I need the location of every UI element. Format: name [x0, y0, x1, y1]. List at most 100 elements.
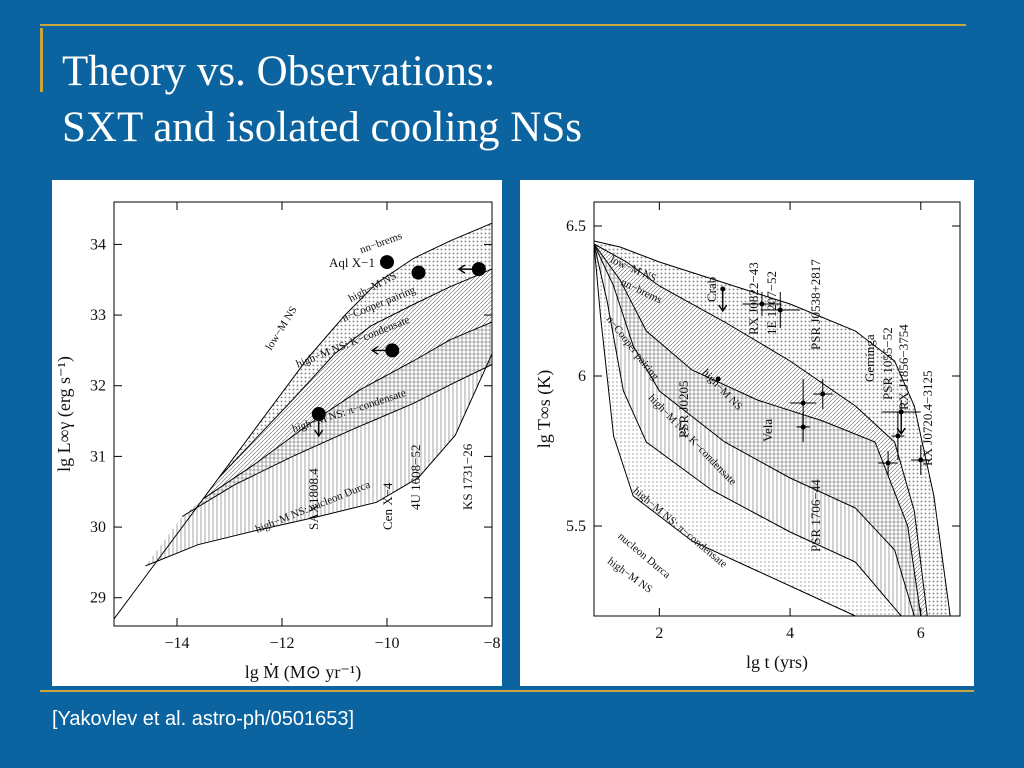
upper-limit-arrow: [370, 345, 393, 355]
data-point: [311, 407, 326, 438]
band-1: [203, 269, 492, 499]
data-point: [411, 265, 426, 280]
source-label-aql: Aql X−1: [329, 255, 375, 270]
curve-label: low−M NS: [263, 304, 299, 352]
y-tick-label: 6: [578, 368, 586, 385]
source-label: RX J0720.4−3125: [920, 371, 935, 466]
y-tick-label: 5.5: [566, 518, 586, 535]
chart-sxt: −14 −12 −10 −8 29 30 31 32 33 34 lg Ṁ (M⊙ yr⁻¹) lg …: [54, 201, 501, 683]
band-0: [594, 241, 951, 616]
source-label: RX J1856−3754: [896, 324, 911, 410]
data-point: [891, 412, 905, 460]
band-3: [594, 244, 915, 616]
y-tick-label: 6.5: [566, 218, 586, 235]
x-tick-label: −10: [374, 635, 399, 652]
data-point: [760, 292, 800, 328]
curve-4: [593, 243, 902, 617]
chart-panel-cooling: 2 4 6 5.5 6 6.5 lg t (yrs) lg T∞s (K) low−M NS nn…: [520, 180, 974, 686]
data-point-marker: [895, 433, 901, 439]
top-rule: [40, 24, 966, 26]
y-tick-label: 34: [90, 236, 106, 253]
data-point: [742, 292, 782, 316]
upper-limit-arrow: [457, 264, 479, 274]
source-label: KS 1731−26: [460, 443, 475, 510]
data-point-marker: [820, 391, 826, 397]
data-point-marker: [715, 376, 721, 382]
source-label: RX J0822−43: [746, 262, 761, 335]
citation: [Yakovlev et al. astro-ph/0501653]: [52, 708, 355, 730]
data-point: [380, 255, 394, 270]
x-axis-label: lg Ṁ (M⊙ yr⁻¹): [245, 662, 361, 683]
band-0: [114, 223, 492, 619]
source-label: PSR 1055−52: [880, 327, 895, 400]
source-label: Cen X−4: [380, 482, 395, 530]
upper-limit-arrow: [896, 412, 906, 436]
x-axis-label: lg t (yrs): [746, 652, 808, 673]
source-label: Vela: [760, 419, 775, 442]
band-2: [182, 322, 492, 517]
x-tick-label: −8: [483, 635, 500, 652]
data-point: [878, 451, 898, 475]
data-point: [457, 262, 486, 277]
x-tick-label: −14: [164, 635, 189, 652]
title-line-2: SXT and isolated cooling NSs: [62, 104, 582, 151]
curve-2: [202, 321, 493, 500]
data-point-marker: [800, 400, 806, 406]
curve-3: [181, 364, 493, 517]
source-label: Geminga: [862, 334, 877, 382]
curve-0: [113, 222, 493, 620]
data-point-marker: [411, 265, 426, 280]
curve-2: [593, 243, 922, 617]
y-tick-label: 31: [90, 448, 106, 465]
curve-0: [593, 240, 951, 617]
source-label: PSR J0205: [676, 381, 691, 438]
source-label: PSR 1706−44: [808, 479, 823, 552]
curve-label: nn−brems: [358, 230, 404, 256]
curve-4: [145, 353, 493, 567]
chart-cooling: 2 4 65.566.5lg t (yrs)lg T∞s (K)low−M NSnn…: [534, 201, 961, 673]
x-tick-label: 4: [786, 625, 794, 642]
x-tick-label: 6: [917, 625, 925, 642]
y-tick-label: 30: [90, 519, 106, 536]
title-line-1: Theory vs. Observations:: [62, 48, 496, 95]
data-point: [812, 379, 833, 409]
curve-1: [218, 268, 493, 478]
upper-limit-arrow: [718, 289, 728, 313]
source-label: 4U 1608−52: [408, 445, 423, 510]
data-point: [715, 376, 721, 382]
band-4: [594, 244, 902, 616]
x-tick-label: −12: [269, 635, 294, 652]
y-tick-label: 33: [90, 307, 106, 324]
chart-panel-sxt: −14 −12 −10 −8 29 30 31 32 33 34 lg Ṁ (M⊙ yr⁻¹) lg …: [52, 180, 502, 686]
y-tick-label: 32: [90, 378, 106, 395]
plot-frame: [593, 201, 961, 617]
upper-limit-arrow: [314, 414, 324, 438]
band-2: [594, 244, 921, 616]
title-accent-bar: [40, 28, 43, 92]
data-point: [910, 445, 931, 475]
plot-frame: [113, 201, 493, 627]
data-point-marker: [380, 255, 394, 270]
curve-5: [593, 243, 856, 617]
data-point-marker: [759, 301, 765, 307]
source-label: PSR J0538+2817: [808, 259, 823, 350]
source-label: Crab: [704, 277, 719, 302]
data-point-marker: [885, 460, 891, 466]
slide-title: Theory vs. Observations: SXT and isolate…: [62, 44, 582, 156]
data-point-marker: [777, 307, 783, 313]
data-point: [370, 343, 400, 358]
data-point: [881, 400, 921, 436]
y-tick-label: 29: [90, 590, 106, 607]
curve-1: [593, 243, 928, 617]
y-axis-label: lg T∞s (K): [534, 370, 555, 449]
source-label: 1E 1207−52: [764, 271, 779, 335]
data-point: [790, 379, 817, 427]
curve-3: [593, 243, 915, 617]
band-1: [594, 244, 928, 616]
source-label: SAX1808.4: [306, 468, 321, 530]
bottom-rule: [40, 690, 974, 692]
y-axis-label: lg L∞γ (erg s⁻¹): [54, 356, 75, 472]
data-point: [718, 286, 728, 313]
x-tick-label: 2: [655, 625, 663, 642]
data-point-marker: [918, 457, 924, 463]
